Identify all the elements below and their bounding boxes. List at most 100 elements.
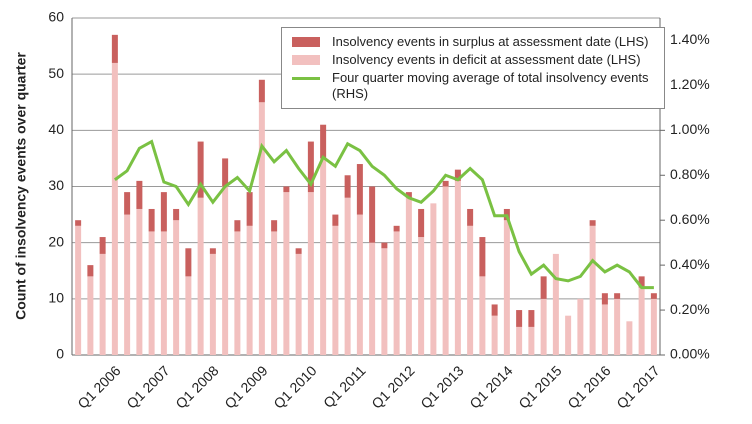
y2-tick-label: 1.00%	[670, 121, 710, 137]
bar-segment	[442, 186, 449, 355]
bar-segment	[540, 298, 547, 355]
bar-segment	[528, 326, 535, 355]
bar-segment	[356, 164, 363, 215]
y-tick-label: 40	[48, 121, 64, 137]
bar-segment	[454, 169, 461, 181]
legend-label: Insolvency events in deficit at assessme…	[332, 52, 641, 67]
bar-segment	[124, 192, 131, 215]
bar-segment	[405, 197, 412, 355]
bar-segment	[344, 197, 351, 355]
bar-segment	[614, 298, 621, 355]
bar-segment	[601, 293, 608, 305]
bar-segment	[209, 248, 216, 254]
x-tick-label: Q1 2017	[613, 362, 662, 411]
bar-segment	[516, 326, 523, 355]
bar-segment	[516, 310, 523, 327]
y2-tick-label: 0.60%	[670, 211, 710, 227]
bar-segment	[381, 242, 388, 249]
bar-segment	[111, 34, 118, 63]
legend-swatch	[292, 55, 320, 65]
bar-segment	[99, 237, 106, 254]
x-tick-label: Q1 2014	[466, 362, 515, 411]
y-tick-label: 0	[56, 346, 64, 362]
bar-segment	[148, 208, 155, 232]
legend-item: Insolvency events in deficit at assessme…	[288, 52, 658, 68]
bar-segment	[320, 124, 327, 159]
bar-segment	[320, 158, 327, 355]
bar-segment	[418, 237, 425, 355]
legend: Insolvency events in surplus at assessme…	[281, 27, 665, 109]
x-tick-label: Q1 2007	[123, 362, 172, 411]
bar-segment	[124, 214, 131, 355]
bar-segment	[589, 225, 596, 355]
bar-segment	[234, 231, 241, 355]
bar-segment	[528, 310, 535, 327]
bar-segment	[258, 79, 265, 103]
bar-segment	[442, 180, 449, 187]
bar-segment	[565, 315, 572, 355]
bar-segment	[283, 192, 290, 355]
bar-segment	[209, 253, 216, 355]
x-tick-label: Q1 2008	[172, 362, 221, 411]
bar-segment	[503, 220, 510, 355]
bar-segment	[307, 192, 314, 355]
line-series	[113, 139, 654, 290]
y2-tick-label: 0.20%	[670, 301, 710, 317]
legend-swatch	[292, 77, 320, 80]
x-tick-label: Q1 2006	[74, 362, 123, 411]
y-tick-label: 10	[48, 290, 64, 306]
bar-segment	[405, 192, 412, 198]
bar-segment	[393, 225, 400, 232]
bar-segment	[479, 237, 486, 277]
bar-segment	[467, 225, 474, 355]
bar-segment	[430, 203, 437, 355]
y2-tick-label: 0.40%	[670, 256, 710, 272]
bar-segment	[307, 141, 314, 193]
bar-segment	[173, 208, 180, 221]
legend-item: Insolvency events in surplus at assessme…	[288, 34, 658, 50]
bar-segment	[222, 158, 229, 187]
legend-swatch	[292, 37, 320, 47]
bar-segment	[577, 298, 584, 355]
bar-segment	[87, 276, 94, 355]
bar-segment	[87, 265, 94, 277]
bar-segment	[369, 242, 376, 355]
bar-segment	[638, 287, 645, 355]
bar-segment	[344, 175, 351, 198]
bar-segment	[614, 293, 621, 299]
bar-segment	[148, 231, 155, 355]
bar-segment	[271, 231, 278, 355]
bar-segment	[258, 102, 265, 355]
bar-segment	[136, 208, 143, 355]
bar-segment	[369, 186, 376, 243]
bar-segment	[295, 248, 302, 254]
legend-label: Insolvency events in surplus at assessme…	[332, 34, 649, 49]
bar-segment	[234, 220, 241, 232]
bar-segment	[136, 180, 143, 209]
bar-segment	[185, 276, 192, 355]
bar-segment	[271, 220, 278, 232]
y-tick-label: 20	[48, 233, 64, 249]
x-tick-label: Q1 2016	[564, 362, 613, 411]
legend-label: Four quarter moving average of total ins…	[332, 70, 649, 101]
bar-segment	[479, 276, 486, 355]
bar-segment	[356, 214, 363, 355]
y2-tick-label: 0.80%	[670, 166, 710, 182]
bar-segment	[295, 253, 302, 355]
bar-segment	[173, 220, 180, 355]
bar-segment	[222, 186, 229, 355]
bar-segment	[540, 276, 547, 299]
y-tick-label: 30	[48, 177, 64, 193]
bar-segment	[283, 186, 290, 193]
bar-segment	[491, 304, 498, 316]
bar-segment	[185, 248, 192, 277]
y-tick-label: 60	[48, 9, 64, 25]
bar-segment	[418, 208, 425, 238]
x-tick-label: Q1 2011	[320, 362, 369, 411]
y-tick-label: 50	[48, 65, 64, 81]
bar-segment	[393, 231, 400, 355]
x-tick-label: Q1 2012	[368, 362, 417, 411]
y-axis-title: Count of insolvency events over quarter	[13, 52, 29, 320]
